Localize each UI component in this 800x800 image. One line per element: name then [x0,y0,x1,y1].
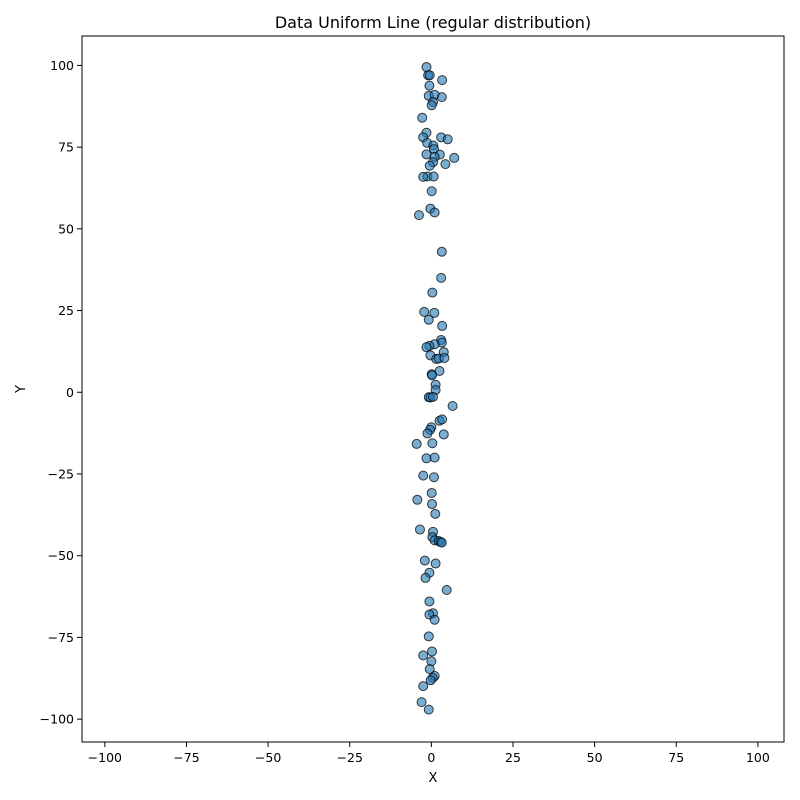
y-tick-label: −25 [48,466,74,481]
data-point [414,524,425,535]
data-point [424,664,435,675]
data-point [421,453,432,464]
data-points [411,62,460,715]
data-point [424,596,435,607]
data-point [429,307,440,318]
y-tick-label: −100 [40,712,74,727]
data-point [411,438,422,449]
data-point [437,414,448,425]
data-point [427,646,438,657]
y-tick-label: −50 [48,548,74,563]
data-point [427,287,438,298]
data-point [438,429,449,440]
data-point [425,675,436,686]
x-tick-label: 50 [587,750,603,765]
data-point [441,585,452,596]
x-tick-label: 0 [427,750,435,765]
data-point [412,494,423,505]
data-point [418,470,429,481]
y-tick-label: 75 [58,140,74,155]
data-point [418,650,429,661]
data-point [430,508,441,519]
data-point [413,210,424,221]
x-tick-label: −100 [88,750,122,765]
data-point [429,614,440,625]
data-point [426,487,437,498]
data-point [418,681,429,692]
data-point [436,537,447,548]
data-point [430,558,441,569]
data-point [427,370,438,381]
data-point [429,207,440,218]
data-point [427,438,438,449]
data-point [416,697,427,708]
data-point [418,171,429,182]
data-point [419,306,430,317]
y-tick-label: 50 [58,221,74,236]
x-axis-label: X [429,771,438,786]
data-point [436,92,447,103]
x-tick-label: −75 [173,750,199,765]
data-point [427,499,438,510]
data-point [423,314,434,325]
y-tick-label: −75 [48,630,74,645]
data-point [440,159,451,170]
data-point [436,272,447,283]
data-point [428,171,439,182]
data-point [428,391,438,402]
data-point [449,152,460,163]
data-point [424,80,435,91]
data-point [421,149,432,160]
y-axis-label: Y [14,385,29,394]
chart-title: Data Uniform Line (regular distribution) [275,13,591,32]
data-point [436,246,447,257]
y-tick-label: 25 [58,303,74,318]
x-tick-label: 75 [668,750,684,765]
data-point [426,100,437,111]
data-point [417,112,428,123]
data-point [437,320,448,331]
data-point [442,134,453,145]
axis-ticks: −100 −75 −50 −25 0 25 50 75 100 −100 −75 −50 −25 0 25 5… [40,58,770,765]
data-point [439,352,450,363]
data-point [421,62,432,73]
data-point [428,472,439,483]
data-point [422,428,433,439]
data-point [419,555,430,566]
data-point [437,75,448,86]
x-tick-label: −25 [337,750,363,765]
data-point [429,452,440,463]
data-point [424,70,435,81]
data-point [421,342,432,353]
data-point [423,704,434,715]
data-point [420,572,431,583]
x-tick-label: −50 [255,750,281,765]
data-point [423,631,434,642]
y-tick-label: 100 [50,58,74,73]
plot-frame [81,35,785,743]
data-point [426,186,437,197]
x-tick-label: 25 [505,750,521,765]
y-tick-label: 0 [66,385,74,400]
x-tick-label: 100 [746,750,770,765]
data-point [424,160,435,171]
data-point [447,400,458,411]
